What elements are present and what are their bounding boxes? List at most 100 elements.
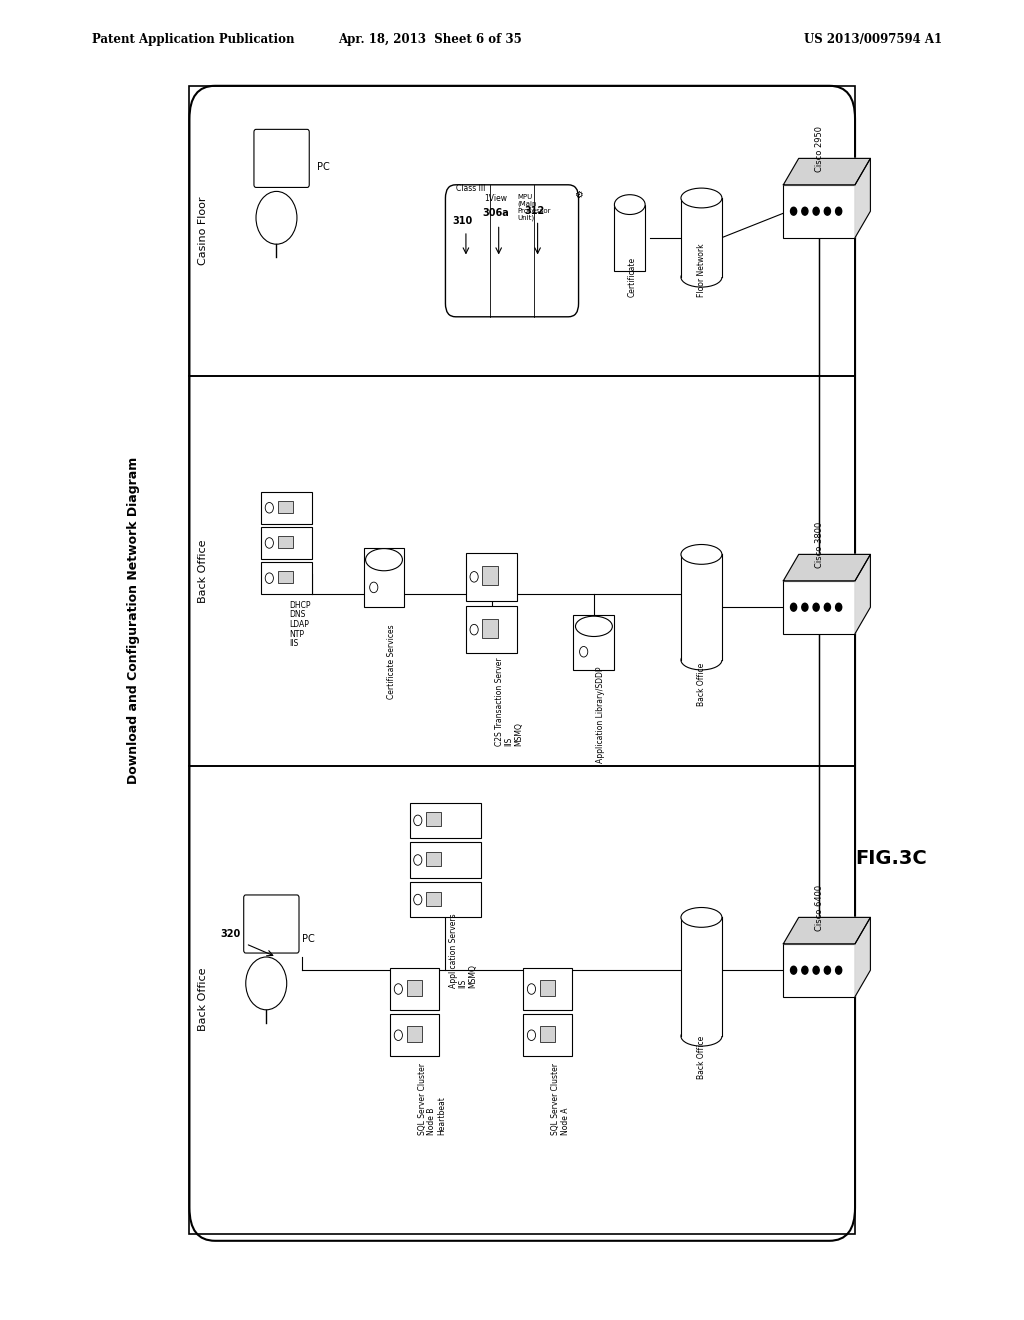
Text: Application Library/SDDP: Application Library/SDDP xyxy=(596,667,605,763)
Text: Back Office: Back Office xyxy=(697,1036,706,1080)
Text: Certificate: Certificate xyxy=(628,257,636,297)
Text: Back Office: Back Office xyxy=(697,663,706,706)
Bar xyxy=(390,969,439,1010)
Text: Back Office: Back Office xyxy=(198,968,208,1031)
Bar xyxy=(681,554,722,660)
Bar xyxy=(466,553,517,601)
Polygon shape xyxy=(855,917,870,997)
FancyBboxPatch shape xyxy=(445,185,579,317)
Bar xyxy=(410,882,481,917)
Bar xyxy=(426,892,441,906)
Ellipse shape xyxy=(614,195,645,215)
Text: Floor Network: Floor Network xyxy=(697,243,706,297)
Circle shape xyxy=(813,207,819,215)
Ellipse shape xyxy=(366,549,402,570)
Circle shape xyxy=(791,207,797,215)
Text: Class III: Class III xyxy=(456,185,485,194)
Ellipse shape xyxy=(681,908,722,927)
Text: 306a: 306a xyxy=(482,209,509,219)
Text: ⚙: ⚙ xyxy=(574,190,583,201)
Text: Apr. 18, 2013  Sheet 6 of 35: Apr. 18, 2013 Sheet 6 of 35 xyxy=(338,33,522,46)
Text: 320: 320 xyxy=(220,929,241,940)
Text: Cisco 6400: Cisco 6400 xyxy=(815,884,823,931)
Text: 1View: 1View xyxy=(484,194,507,203)
Bar xyxy=(189,766,855,1234)
Circle shape xyxy=(824,966,830,974)
Ellipse shape xyxy=(681,187,722,209)
Bar xyxy=(783,944,855,997)
Text: DHCP
DNS
LDAP
NTP
IIS: DHCP DNS LDAP NTP IIS xyxy=(289,601,310,648)
Ellipse shape xyxy=(681,1027,722,1045)
Bar xyxy=(523,1014,572,1056)
Bar xyxy=(482,619,498,638)
Bar xyxy=(466,606,517,653)
Text: PC: PC xyxy=(302,933,314,944)
Text: Patent Application Publication: Patent Application Publication xyxy=(92,33,295,46)
Bar xyxy=(189,86,855,376)
Text: Download and Configuration Network Diagram: Download and Configuration Network Diagr… xyxy=(127,457,139,784)
Circle shape xyxy=(813,966,819,974)
Polygon shape xyxy=(855,158,870,238)
Bar xyxy=(364,548,404,607)
Text: US 2013/0097594 A1: US 2013/0097594 A1 xyxy=(804,33,942,46)
Bar xyxy=(681,917,722,1036)
Circle shape xyxy=(802,207,808,215)
Text: SQL Server Cluster
Node B
Heartbeat: SQL Server Cluster Node B Heartbeat xyxy=(418,1063,446,1135)
Bar xyxy=(783,581,855,634)
Polygon shape xyxy=(783,554,870,581)
Bar xyxy=(261,492,312,524)
Text: 312: 312 xyxy=(524,206,545,216)
Ellipse shape xyxy=(575,616,612,636)
Polygon shape xyxy=(783,158,870,185)
Bar xyxy=(482,566,498,585)
Circle shape xyxy=(813,603,819,611)
FancyBboxPatch shape xyxy=(244,895,299,953)
Bar xyxy=(573,615,614,671)
Ellipse shape xyxy=(681,267,722,288)
Circle shape xyxy=(836,966,842,974)
Bar xyxy=(261,562,312,594)
Bar xyxy=(278,572,293,583)
Bar xyxy=(681,198,722,277)
Text: Certificate Services: Certificate Services xyxy=(387,624,396,700)
Bar xyxy=(614,205,645,271)
Text: Application Servers
IIS
MSMQ: Application Servers IIS MSMQ xyxy=(449,913,477,989)
Bar xyxy=(278,536,293,548)
Text: PC: PC xyxy=(317,161,330,172)
FancyBboxPatch shape xyxy=(254,129,309,187)
Polygon shape xyxy=(855,554,870,634)
Text: Back Office: Back Office xyxy=(198,540,208,603)
Circle shape xyxy=(824,603,830,611)
Circle shape xyxy=(791,603,797,611)
Circle shape xyxy=(836,603,842,611)
Bar xyxy=(390,1014,439,1056)
Text: SQL Server Cluster
Node A: SQL Server Cluster Node A xyxy=(551,1063,569,1135)
Circle shape xyxy=(836,207,842,215)
Circle shape xyxy=(802,603,808,611)
Bar xyxy=(410,803,481,838)
Bar xyxy=(426,812,441,826)
Bar xyxy=(407,979,422,995)
Circle shape xyxy=(802,966,808,974)
Bar xyxy=(261,527,312,558)
Bar xyxy=(426,853,441,866)
Text: Cisco 3800: Cisco 3800 xyxy=(815,521,823,568)
Bar xyxy=(540,1026,555,1043)
Bar xyxy=(189,376,855,766)
Text: Casino Floor: Casino Floor xyxy=(198,197,208,265)
Bar xyxy=(523,969,572,1010)
Bar xyxy=(540,979,555,995)
Ellipse shape xyxy=(681,544,722,564)
Bar xyxy=(407,1026,422,1043)
Text: FIG.3C: FIG.3C xyxy=(855,849,927,867)
Circle shape xyxy=(824,207,830,215)
Text: Cisco 2950: Cisco 2950 xyxy=(815,125,823,172)
Circle shape xyxy=(791,966,797,974)
Polygon shape xyxy=(783,917,870,944)
Ellipse shape xyxy=(681,651,722,671)
Bar xyxy=(783,185,855,238)
Text: 310: 310 xyxy=(453,216,473,227)
Text: MPU
(Main
Processor
Unit): MPU (Main Processor Unit) xyxy=(517,194,551,220)
Bar xyxy=(410,842,481,878)
Text: C2S Transaction Server
IIS
MSMQ: C2S Transaction Server IIS MSMQ xyxy=(495,657,523,746)
